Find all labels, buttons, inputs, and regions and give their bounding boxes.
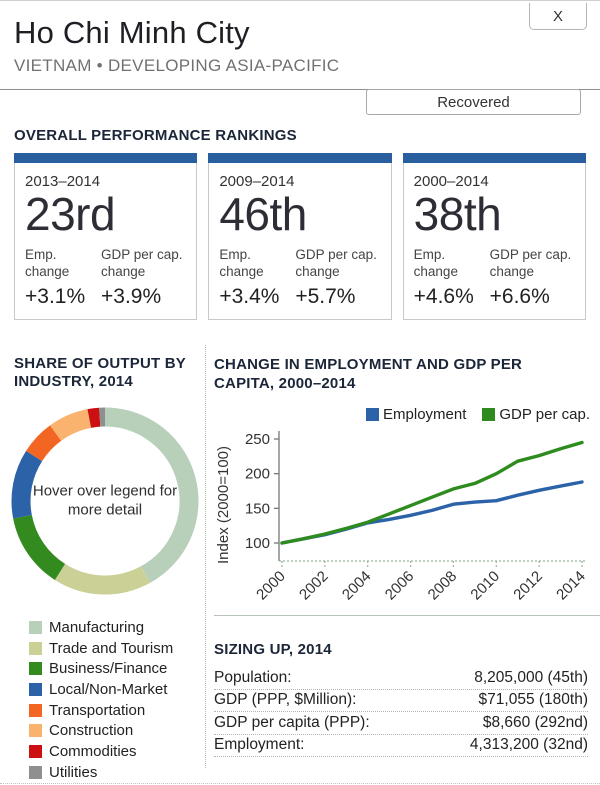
ranking-card-2000-2014: 2000–2014 38th Emp. change +4.6% GDP per… — [402, 153, 586, 320]
svg-text:2002: 2002 — [296, 567, 332, 603]
page-title: Ho Chi Minh City — [14, 15, 250, 50]
gdp-change-label: GDP per cap. change — [489, 246, 572, 280]
card-period: 2009–2014 — [219, 173, 295, 190]
business-swatch-icon — [29, 662, 42, 676]
svg-text:Index (2000=100): Index (2000=100) — [215, 446, 232, 564]
card-accent-bar — [402, 153, 586, 163]
svg-text:250: 250 — [245, 431, 270, 448]
table-row-gdp: GDP (PPP, $Million): $71,055 (180th) — [214, 690, 588, 713]
gdp-change-value: +3.9% — [101, 284, 162, 308]
svg-text:2008: 2008 — [425, 567, 461, 603]
rankings-cards: 2013–2014 23rd Emp. change +3.1% GDP per… — [14, 153, 586, 320]
emp-change-value: +3.1% — [25, 284, 86, 308]
construction-swatch-icon — [29, 724, 42, 738]
emp-change-label: Emp. change — [219, 246, 264, 280]
recovered-button[interactable]: Recovered — [366, 89, 581, 115]
emp-change-value: +3.4% — [219, 284, 280, 308]
page-subtitle: VIETNAM • DEVELOPING ASIA-PACIFIC — [14, 56, 340, 75]
employment-gdp-line-chart: 100 150 200 250 2000 2002 2004 2006 2008 2010 2012… — [215, 430, 589, 603]
industry-donut-chart: Hover over legend for more detail — [10, 406, 200, 596]
legend-item-utilities[interactable]: Utilities — [29, 762, 205, 783]
legend-item-commodities[interactable]: Commodities — [29, 741, 205, 762]
card-accent-bar — [14, 153, 198, 163]
table-row-population: Population: 8,205,000 (45th) — [214, 667, 588, 690]
svg-text:150: 150 — [245, 500, 270, 517]
card-period: 2013–2014 — [25, 173, 101, 190]
legend-item-construction[interactable]: Construction — [29, 721, 205, 742]
card-rank: 46th — [219, 188, 307, 240]
lower-columns: SHARE OF OUTPUT BY INDUSTRY, 2014 Hover … — [0, 344, 600, 781]
legend-item-manufacturing[interactable]: Manufacturing — [29, 617, 205, 638]
trade-swatch-icon — [29, 641, 42, 655]
utilities-swatch-icon — [29, 765, 42, 779]
donut-chart-svg — [11, 407, 199, 595]
svg-text:2006: 2006 — [382, 567, 418, 603]
header: Ho Chi Minh City VIETNAM • DEVELOPING AS… — [0, 1, 600, 76]
emp-change-value: +4.6% — [413, 284, 474, 308]
gdp-change-value: +5.7% — [295, 284, 356, 308]
svg-text:2000: 2000 — [253, 567, 289, 603]
card-rank: 23rd — [25, 188, 116, 240]
ranking-card-2009-2014: 2009–2014 46th Emp. change +3.4% GDP per… — [208, 153, 392, 320]
card-accent-bar — [208, 153, 392, 163]
svg-text:2004: 2004 — [339, 567, 375, 603]
legend-item-trade-and-tourism[interactable]: Trade and Tourism — [29, 638, 205, 659]
rankings-heading: OVERALL PERFORMANCE RANKINGS — [14, 127, 297, 144]
industry-legend: Manufacturing Trade and Tourism Business… — [29, 617, 205, 783]
ranking-card-2013-2014: 2013–2014 23rd Emp. change +3.1% GDP per… — [14, 153, 198, 320]
gdp-change-label: GDP per cap. change — [101, 246, 183, 280]
rankings-section: OVERALL PERFORMANCE RANKINGS 2013–2014 2… — [0, 127, 600, 320]
employment-gdp-chart-heading: CHANGE IN EMPLOYMENT AND GDP PER CAPITA,… — [214, 355, 523, 393]
table-row-gdp-per-capita: GDP per capita (PPP): $8,660 (292nd) — [214, 712, 588, 735]
sizing-divider — [214, 614, 600, 616]
svg-text:2012: 2012 — [510, 567, 546, 603]
industry-section: SHARE OF OUTPUT BY INDUSTRY, 2014 Hover … — [0, 344, 206, 781]
legend-item-transportation[interactable]: Transportation — [29, 700, 205, 721]
card-bottom-border — [0, 783, 600, 784]
right-column: CHANGE IN EMPLOYMENT AND GDP PER CAPITA,… — [206, 345, 600, 768]
gdp-change-label: GDP per cap. change — [295, 246, 377, 280]
legend-item-business-finance[interactable]: Business/Finance — [29, 659, 205, 680]
close-button[interactable]: X — [529, 3, 587, 30]
line-chart-legend: Employment GDP per cap. — [214, 406, 590, 423]
legend-item-gdp-per-cap: GDP per cap. — [482, 406, 590, 423]
card-period: 2000–2014 — [413, 173, 489, 190]
sizing-heading: SIZING UP, 2014 — [214, 640, 332, 658]
industry-heading: SHARE OF OUTPUT BY INDUSTRY, 2014 — [14, 354, 186, 391]
table-row-employment: Employment: 4,313,200 (32nd) — [214, 735, 588, 758]
svg-text:2014: 2014 — [553, 567, 589, 603]
employment-swatch-icon — [366, 407, 380, 421]
gdp-swatch-icon — [482, 407, 496, 421]
emp-change-label: Emp. change — [25, 246, 70, 280]
manufacturing-swatch-icon — [29, 621, 42, 635]
svg-text:2010: 2010 — [467, 567, 503, 603]
transportation-swatch-icon — [29, 703, 42, 717]
svg-text:200: 200 — [245, 465, 270, 482]
card-rank: 38th — [413, 188, 502, 240]
legend-item-local-non-market[interactable]: Local/Non-Market — [29, 679, 205, 700]
donut-hover-note: Hover over legend for more detail — [32, 482, 178, 519]
sizing-section: SIZING UP, 2014 Population: 8,205,000 (4… — [214, 616, 600, 758]
legend-item-employment: Employment — [366, 406, 466, 423]
svg-text:100: 100 — [245, 535, 270, 552]
local-swatch-icon — [29, 683, 42, 697]
header-divider: Recovered — [0, 89, 600, 115]
sizing-table: Population: 8,205,000 (45th) GDP (PPP, $… — [214, 667, 588, 758]
emp-change-label: Emp. change — [413, 246, 458, 280]
commodities-swatch-icon — [29, 745, 42, 759]
gdp-change-value: +6.6% — [489, 284, 550, 308]
